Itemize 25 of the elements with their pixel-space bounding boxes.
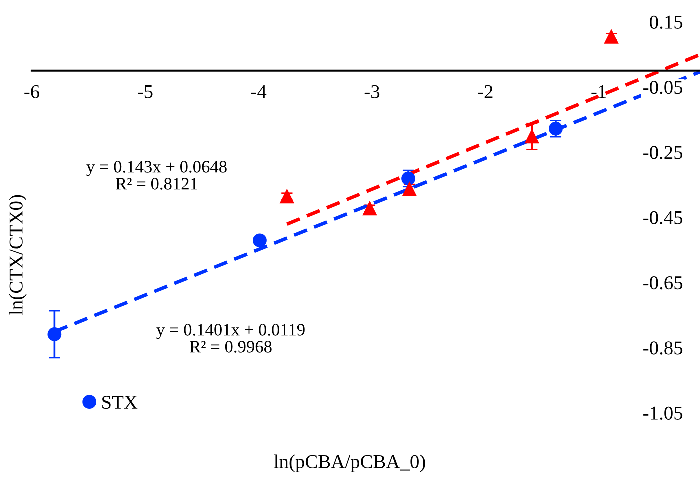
x-tick-label: -5 bbox=[138, 86, 153, 98]
point bbox=[402, 182, 417, 196]
x-tick-label: -1 bbox=[592, 85, 606, 98]
y-tick-label: -0.65 bbox=[644, 276, 683, 290]
x-tick-label: -4 bbox=[251, 85, 267, 98]
x-tick-label: -2 bbox=[478, 85, 493, 98]
annotation: y = 0.143x + 0.0648 R² = 0.8121 bbox=[86, 161, 227, 190]
x-tick-label: -6 bbox=[24, 85, 40, 98]
annotation: y = 0.1401x + 0.0119 R² = 0.9968 bbox=[156, 324, 305, 353]
point bbox=[604, 30, 618, 44]
point bbox=[280, 190, 294, 204]
point bbox=[253, 234, 267, 248]
y-tick-label: -1.05 bbox=[644, 406, 683, 420]
y-tick-label: -0.25 bbox=[644, 146, 683, 160]
x-axis-title: ln(pCBA/pCBA_0) bbox=[274, 454, 426, 472]
y-tick-label: -0.05 bbox=[644, 80, 683, 94]
x-tick-label: -3 bbox=[364, 85, 380, 98]
point bbox=[525, 130, 540, 144]
point bbox=[363, 202, 377, 216]
legend-label: STX bbox=[102, 396, 138, 410]
y-tick-label: -0.85 bbox=[644, 342, 683, 355]
y-axis-title: ln(CTX/CTX0) bbox=[9, 195, 27, 316]
point bbox=[48, 328, 62, 342]
y-tick-label: -0.45 bbox=[644, 211, 683, 225]
y-tick-label: 0.15 bbox=[650, 16, 683, 30]
